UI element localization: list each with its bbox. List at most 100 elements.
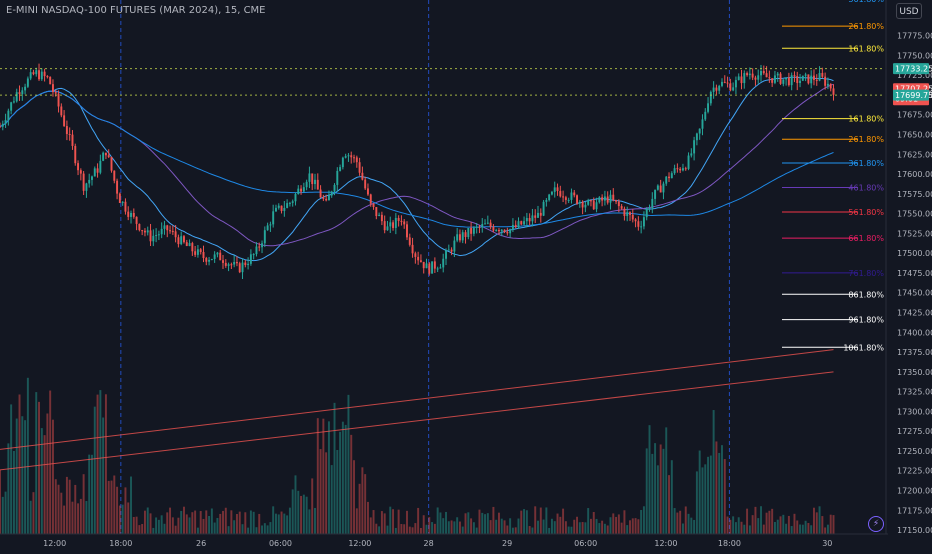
fib-level-label: 261.80% — [848, 135, 884, 144]
candle-body — [684, 168, 687, 170]
volume-bar — [417, 507, 420, 534]
candle-body — [801, 75, 804, 81]
candle-body — [826, 83, 829, 86]
price-tick-label: 17150.00 — [897, 526, 932, 535]
price-axis[interactable]: 17775.0017750.0017725.0017700.0017675.00… — [885, 0, 932, 550]
candle-body — [810, 75, 813, 84]
candle-body — [417, 256, 420, 261]
volume-bar — [96, 394, 99, 534]
candle-body — [433, 261, 436, 269]
candle-body — [642, 217, 645, 227]
time-tick-label: 29 — [502, 539, 512, 548]
volume-bar — [570, 526, 573, 534]
candle-body — [654, 189, 657, 199]
volume-bar — [294, 475, 297, 534]
candle-body — [506, 231, 509, 234]
lightning-icon[interactable]: ⚡ — [868, 516, 884, 532]
volume-bar — [525, 510, 528, 534]
volume-bar — [358, 483, 361, 534]
candle-body — [51, 84, 54, 93]
candle-body — [149, 230, 152, 242]
price-tick-label: 17675.00 — [897, 111, 932, 120]
volume-bar — [233, 520, 236, 534]
candle-body — [626, 212, 629, 216]
candle-body — [1, 123, 4, 127]
candle-body — [545, 200, 548, 202]
candle-body — [93, 168, 96, 177]
volume-bar — [458, 521, 461, 534]
candle-body — [470, 228, 473, 234]
candle-body — [102, 152, 105, 161]
candle-body — [771, 78, 774, 83]
volume-bar — [224, 507, 227, 534]
volume-bar — [615, 516, 618, 534]
volume-bar — [7, 443, 10, 534]
ma-20-line — [0, 76, 834, 262]
price-marker-label: 17733.25 — [895, 65, 932, 74]
candle-body — [428, 263, 431, 274]
time-axis[interactable]: 12:00 18:00 26 06:00 12:00 28 29 06:00 12:00 18:0… — [0, 533, 888, 550]
volume-bar — [498, 512, 500, 534]
candle-body — [194, 251, 197, 255]
volume-bar — [799, 524, 802, 534]
candle-body — [353, 157, 355, 159]
candle-body — [65, 126, 68, 135]
candle-body — [436, 268, 439, 270]
candle-body — [68, 134, 71, 136]
volume-bar — [601, 520, 604, 534]
volume-bar — [431, 522, 434, 534]
candle-body — [414, 253, 417, 257]
candle-body — [787, 77, 790, 86]
volume-bar — [450, 520, 453, 534]
volume-bar — [213, 522, 216, 534]
candle-body — [294, 194, 297, 202]
volume-bar — [255, 527, 258, 534]
candle-body — [40, 71, 43, 80]
volume-bar — [21, 416, 24, 534]
candle-body — [804, 74, 807, 76]
candle-body — [249, 254, 252, 264]
volume-bar — [297, 490, 300, 534]
candle-body — [7, 110, 10, 120]
candle-body — [361, 172, 364, 180]
volume-bar — [829, 514, 832, 534]
volume-bar — [695, 471, 698, 534]
volume-bar — [542, 519, 545, 534]
candle-body — [634, 219, 637, 222]
volume-bar — [51, 419, 54, 534]
candle-body — [327, 195, 330, 201]
volume-bar — [350, 434, 353, 534]
candle-body — [601, 197, 604, 201]
volume-bar — [757, 518, 760, 534]
candle-body — [71, 134, 74, 146]
price-marker-badge — [893, 89, 929, 101]
volume-bar — [826, 524, 829, 534]
volume-bar — [760, 506, 762, 534]
candle-body — [322, 197, 325, 199]
volume-bar — [183, 506, 185, 534]
volume-bar — [269, 522, 272, 534]
volume-bar — [258, 513, 261, 534]
time-tick-label: 12:00 — [348, 539, 371, 548]
price-tick-label: 17450.00 — [897, 289, 932, 298]
candle-body — [793, 75, 796, 77]
volume-bar — [425, 524, 428, 534]
candle-body — [366, 188, 369, 195]
currency-button[interactable]: USD — [896, 3, 922, 19]
volume-bar — [32, 492, 35, 534]
candle-body — [0, 126, 1, 128]
fib-top-label: 361.80% — [848, 0, 884, 4]
volume-bar — [63, 505, 66, 534]
volume-bar — [247, 527, 250, 534]
candle-body — [431, 261, 434, 274]
candle-body — [721, 81, 723, 86]
fib-level-label: 761.80% — [848, 269, 884, 278]
candle-body — [818, 72, 821, 81]
candle-body — [369, 194, 372, 204]
volume-bar — [99, 390, 102, 534]
candle-body — [141, 230, 144, 232]
candle-body — [445, 250, 447, 259]
candle-body — [380, 214, 383, 222]
